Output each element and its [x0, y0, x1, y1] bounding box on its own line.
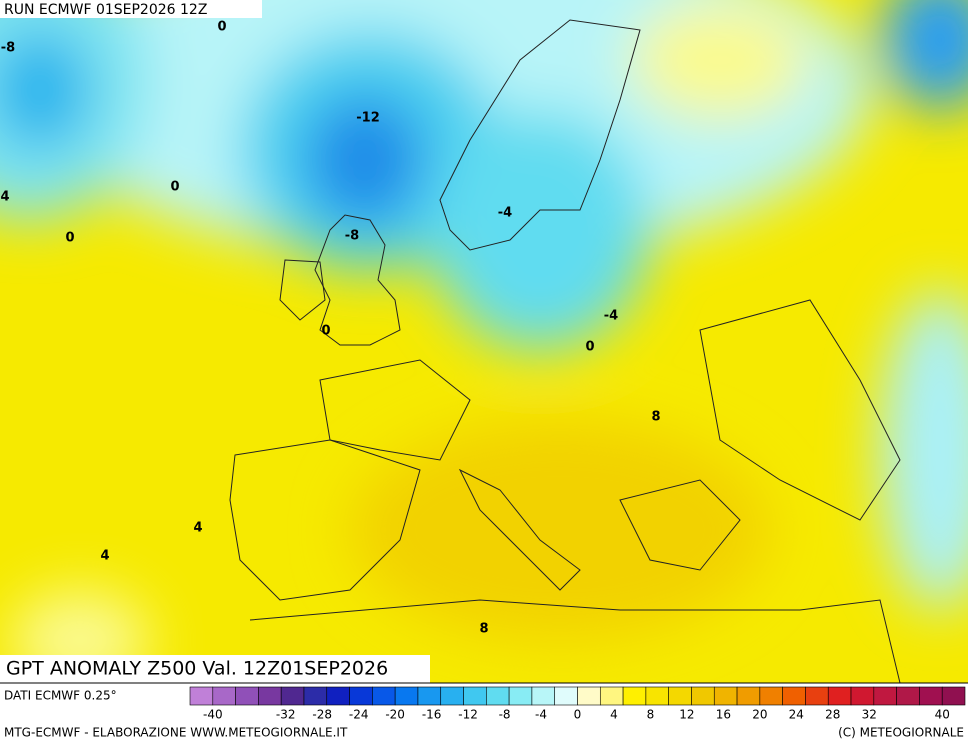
colorbar-tick-label: -4: [535, 708, 547, 722]
colorbar-box: [280, 686, 305, 706]
colorbar-box: [417, 686, 442, 706]
colorbar-box: [736, 686, 761, 706]
colorbar-tick-label: 20: [752, 708, 767, 722]
colorbar-box: [691, 686, 715, 706]
colorbar-box: [919, 686, 943, 706]
colorbar-box: [508, 686, 533, 706]
contour-label: 4: [0, 190, 9, 205]
colorbar-box: [394, 686, 419, 706]
anomaly-field: RUN ECMWF 01SEP2026 12Z 0 -8 -12 4 0 0 -…: [0, 0, 968, 683]
colorbar-box: [326, 686, 350, 706]
colorbar-tick-label: 32: [862, 708, 877, 722]
run-label: RUN ECMWF 01SEP2026 12Z: [4, 2, 207, 18]
contour-label: -12: [356, 111, 380, 126]
colorbar-box: [668, 686, 692, 706]
colorbar-tick-label: 4: [610, 708, 618, 722]
contour-label: 0: [321, 324, 330, 339]
title-box: [0, 655, 430, 683]
contour-label: 8: [651, 410, 660, 425]
colorbar-box: [440, 686, 464, 706]
colorbar-tick-label: -40: [203, 708, 223, 722]
colorbar-box: [873, 686, 897, 706]
colorbar-box: [554, 686, 578, 706]
colorbar-tick-label: 12: [679, 708, 694, 722]
contour-label: -4: [604, 309, 618, 324]
map-title: GPT ANOMALY Z500 Val. 12Z01SEP2026: [6, 658, 388, 680]
colorbar-box: [189, 686, 214, 706]
contour-label: 0: [170, 180, 179, 195]
colorbar-box: [303, 686, 328, 706]
colorbar-box: [645, 686, 669, 706]
colorbar-box: [577, 686, 601, 706]
colorbar-box: [896, 686, 920, 706]
colorbar-box: [463, 686, 487, 706]
colorbar-box: [531, 686, 556, 706]
colorbar-tick-label: -24: [349, 708, 369, 722]
contour-label: 4: [100, 549, 109, 564]
colorbar-box: [258, 686, 282, 706]
colorbar-box: [622, 686, 647, 706]
colorbar-box: [599, 686, 624, 706]
colorbar-box: [941, 686, 966, 706]
contour-label: 0: [65, 231, 74, 246]
colorbar-tick-label: 8: [647, 708, 655, 722]
footer-right: (C) METEOGIORNALE: [838, 726, 964, 740]
source-label: DATI ECMWF 0.25°: [4, 689, 117, 703]
colorbar-box: [486, 686, 510, 706]
colorbar-tick-label: -32: [276, 708, 296, 722]
colorbar-tick-label: -20: [385, 708, 405, 722]
coastlines: [229, 19, 901, 683]
colorbar-tick-label: -12: [458, 708, 478, 722]
colorbar-box: [212, 686, 236, 706]
colorbar-tick-label: 24: [789, 708, 804, 722]
header-box: [0, 0, 262, 18]
colorbar-tick-label: -8: [499, 708, 511, 722]
colorbar-tick-label: -16: [422, 708, 442, 722]
colorbar-tick-label: 40: [935, 708, 950, 722]
footer-left: MTG-ECMWF - ELABORAZIONE WWW.METEOGIORNA…: [4, 726, 348, 740]
contour-label: -8: [1, 41, 15, 56]
contour-label: 0: [585, 340, 594, 355]
colorbar-box: [827, 686, 852, 706]
colorbar-box: [805, 686, 829, 706]
colorbar-box: [759, 686, 783, 706]
contour-label: -4: [498, 206, 512, 221]
colorbar-box: [349, 686, 373, 706]
contour-label: 0: [217, 20, 226, 35]
colorbar-tick-label: 28: [825, 708, 840, 722]
colorbar-box: [713, 686, 738, 706]
colorbar-tick-label: 0: [574, 708, 582, 722]
colorbar-box: [782, 686, 806, 706]
colorbar-tick-label: 16: [716, 708, 731, 722]
colorbar-tick-label: -28: [312, 708, 332, 722]
contour-label: 8: [479, 622, 488, 637]
colorbar: -40 -32 -28 -24 -20 -16 -12 -8 -4 0 4 8 12 16 20 24 28 32…: [189, 686, 966, 722]
colorbar-box: [372, 686, 396, 706]
contour-label: -8: [345, 229, 359, 244]
colorbar-box: [235, 686, 259, 706]
contour-label: 4: [193, 521, 202, 536]
colorbar-box: [850, 686, 875, 706]
